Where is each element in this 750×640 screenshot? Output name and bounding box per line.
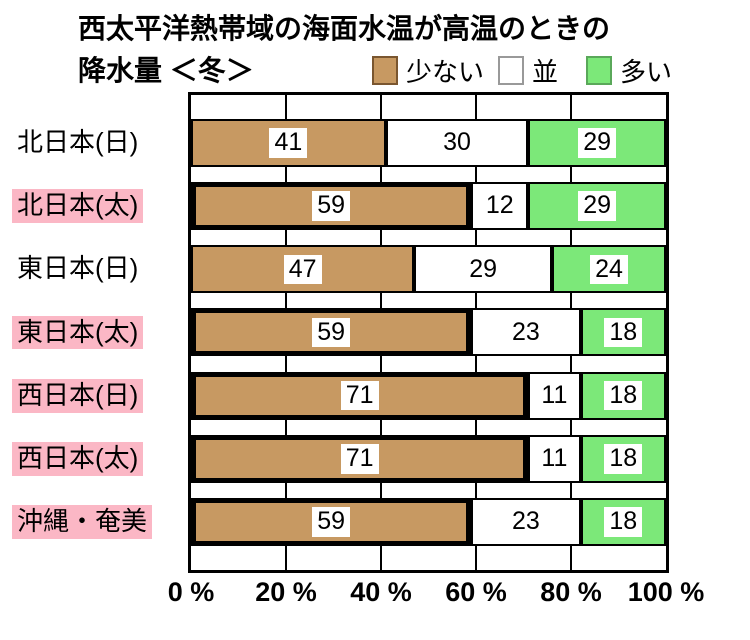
bar-segment-many: 18	[580, 497, 666, 546]
category-label: 東日本(日)	[17, 253, 139, 284]
category-label: 北日本(太)	[12, 189, 144, 224]
bar-segment-normal: 30	[385, 119, 529, 167]
bar-row: 59 23 18	[191, 497, 666, 546]
legend-item-many: 多い	[586, 52, 672, 89]
legend-label: 多い	[620, 57, 673, 87]
x-axis-tick-label: 60 %	[445, 577, 507, 607]
bar-segment-many: 18	[580, 308, 666, 357]
legend-swatch	[586, 56, 613, 85]
bar-segment-normal: 23	[471, 308, 581, 357]
bar-value-label: 29	[464, 254, 503, 285]
category-label-row: 北日本(太)	[12, 182, 182, 230]
bar-segment-normal: 11	[528, 434, 581, 483]
bar-segment-normal: 29	[414, 245, 552, 294]
bar-value-label: 30	[438, 128, 476, 158]
legend-label: 並	[532, 57, 559, 87]
legend-item-normal: 並	[498, 52, 558, 89]
category-label: 西日本(太)	[12, 441, 144, 476]
bar-value-label: 59	[312, 191, 351, 221]
bar-rows: 41 30 29 59 12 29 47 29 24 59 23 18 71 11 18 71 11 18 59 23…	[191, 95, 666, 570]
bar-value-label: 41	[269, 128, 308, 158]
bar-row: 59 23 18	[191, 308, 666, 357]
category-label-row: 東日本(日)	[12, 245, 182, 293]
bar-segment-many: 29	[528, 119, 666, 167]
bar-value-label: 11	[536, 380, 573, 411]
bar-value-label: 11	[536, 444, 573, 474]
bar-value-label: 47	[283, 254, 322, 285]
bar-segment-normal: 11	[528, 371, 581, 420]
category-label-row: 西日本(太)	[12, 435, 182, 483]
chart-title-line2: 降水量 ＜冬＞	[78, 55, 254, 86]
x-axis: 0 % 20 % 40 % 60 % 80 % 100 %	[168, 577, 705, 611]
bar-value-label: 71	[340, 380, 379, 411]
bar-row: 47 29 24	[191, 245, 666, 294]
x-axis-tick-label: 0 %	[167, 577, 215, 607]
bar-segment-many: 18	[580, 371, 666, 420]
bar-value-label: 29	[578, 128, 617, 158]
x-axis-tick-label: 80 %	[540, 577, 602, 607]
category-label: 沖縄・奄美	[12, 504, 153, 539]
bar-value-label: 29	[578, 191, 617, 221]
bar-value-label: 18	[604, 507, 643, 537]
category-label: 北日本(日)	[17, 127, 139, 158]
category-label-row: 沖縄・奄美	[12, 498, 182, 546]
bar-segment-normal: 23	[471, 497, 581, 546]
bar-value-label: 18	[604, 317, 643, 348]
bar-segment-few: 41	[191, 119, 386, 167]
bar-value-label: 18	[604, 380, 643, 411]
bar-segment-few: 59	[191, 497, 472, 546]
bar-segment-few: 59	[191, 308, 472, 357]
bar-segment-many: 24	[552, 245, 666, 294]
chart-title-line1: 西太平洋熱帯域の海面水温が高温のときの	[78, 13, 611, 44]
bar-segment-few: 59	[191, 182, 472, 231]
bar-value-label: 59	[312, 507, 351, 537]
bar-segment-normal: 12	[471, 182, 529, 231]
x-axis-tick-label: 40 %	[350, 577, 412, 607]
plot-area: 41 30 29 59 12 29 47 29 24 59 23 18 71 11 18 71 11 18 59 23…	[188, 92, 669, 573]
bar-segment-few: 71	[191, 371, 529, 420]
category-labels: 北日本(日) 北日本(太) 東日本(日) 東日本(太) 西日本(日) 西日本(太) 沖縄・奄…	[0, 92, 182, 573]
bar-row: 71 11 18	[191, 434, 666, 483]
bar-value-label: 59	[312, 317, 351, 348]
x-axis-tick-label: 20 %	[255, 577, 317, 607]
legend: 少ない 並 多い	[372, 52, 672, 89]
category-label: 西日本(日)	[12, 378, 144, 413]
bar-row: 59 12 29	[191, 182, 666, 231]
category-label-row: 北日本(日)	[12, 119, 182, 167]
bar-segment-few: 71	[191, 434, 529, 483]
legend-swatch	[498, 56, 525, 85]
bar-row: 41 30 29	[191, 119, 666, 167]
bar-segment-many: 29	[528, 182, 666, 231]
bar-value-label: 71	[340, 444, 379, 474]
bar-value-label: 24	[590, 254, 628, 285]
legend-swatch	[372, 56, 398, 85]
bar-segment-many: 18	[580, 434, 666, 483]
bar-segment-few: 47	[191, 245, 415, 294]
bar-value-label: 23	[506, 507, 545, 537]
bar-row: 71 11 18	[191, 371, 666, 420]
x-axis-tick-label: 100 %	[627, 577, 705, 607]
category-label: 東日本(太)	[12, 315, 144, 350]
category-label-row: 東日本(太)	[12, 308, 182, 356]
bar-value-label: 23	[506, 317, 545, 348]
category-label-row: 西日本(日)	[12, 372, 182, 420]
legend-label: 少ない	[406, 57, 485, 87]
legend-item-few: 少ない	[372, 52, 484, 89]
bar-value-label: 12	[480, 191, 519, 221]
bar-value-label: 18	[604, 444, 643, 474]
